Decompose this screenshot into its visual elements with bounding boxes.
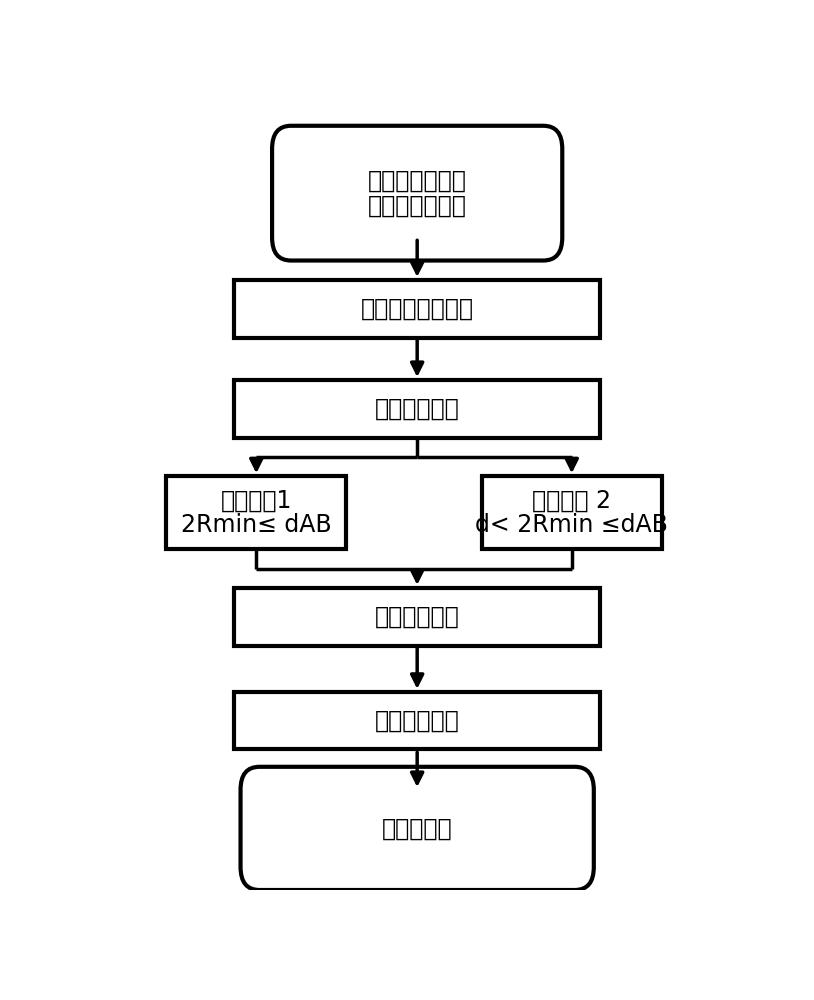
Text: 选择转弯策略: 选择转弯策略 (374, 605, 460, 629)
FancyBboxPatch shape (272, 126, 562, 261)
Text: 规划转弯航迹: 规划转弯航迹 (374, 709, 460, 733)
Text: 2Rmin≤ dAB: 2Rmin≤ dAB (181, 513, 331, 537)
Text: 输出航程点: 输出航程点 (382, 816, 453, 840)
Text: 转弯策略1: 转弯策略1 (221, 488, 292, 512)
Text: 参数、飞机参数: 参数、飞机参数 (368, 193, 466, 217)
Bar (234, 588, 600, 646)
Bar (166, 476, 346, 549)
Text: 求解航带间距: 求解航带间距 (374, 397, 460, 421)
Text: 输入任务、载荷: 输入任务、载荷 (368, 169, 466, 193)
Bar (234, 280, 600, 338)
Text: d< 2Rmin ≤dAB: d< 2Rmin ≤dAB (475, 513, 668, 537)
Bar (482, 476, 662, 549)
Bar (234, 380, 600, 438)
Text: 求解最小转弯半径: 求解最小转弯半径 (361, 297, 474, 321)
Bar (234, 692, 600, 749)
Text: 转弯策略 2: 转弯策略 2 (532, 488, 611, 512)
FancyBboxPatch shape (241, 767, 594, 890)
